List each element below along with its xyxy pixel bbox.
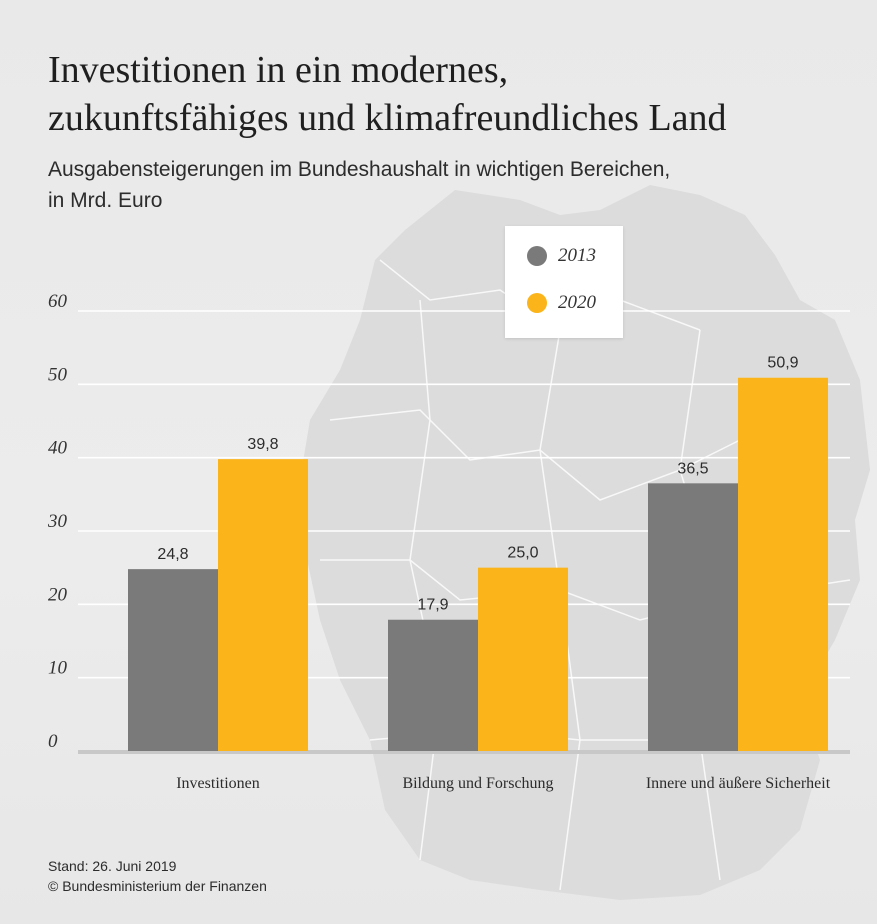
bar-2013-0 [128,569,218,751]
legend-label-2020: 2020 [558,292,596,313]
bars [128,377,828,751]
legend-marker-2013 [527,246,547,266]
y-tick-label-60: 60 [48,291,68,312]
chart-title-line1: Investitionen in ein modernes, [48,49,509,91]
bar-2020-1 [478,567,568,751]
x-category-label-1: Bildung und Forschung [402,775,553,792]
y-tick-label-0: 0 [48,731,58,752]
bar-2020-2 [738,377,828,751]
x-category-label-2: Innere und äußere Sicherheit [646,775,831,792]
bar-2020-0 [218,459,308,751]
x-category-label-0: Investitionen [176,775,260,792]
y-axis: 0 10 20 30 40 50 60 [47,291,68,752]
legend-item-2013: 2013 [527,245,596,267]
x-axis: Investitionen Bildung und Forschung Innere… [176,775,831,792]
legend-item-2020: 2020 [527,292,596,314]
legend: 2013 2020 [505,226,623,338]
y-tick-label-20: 20 [48,584,68,605]
chart-title: Investitionen in ein modernes, zukunftsf… [48,46,868,142]
data-label-2013-0: 24,8 [157,546,188,563]
footer: Stand: 26. Juni 2019 © Bundesministerium… [48,856,267,896]
data-label-2020-0: 39,8 [247,436,278,453]
y-tick-label-50: 50 [48,364,68,385]
chart-subtitle: Ausgabensteigerungen im Bundeshaushalt i… [48,154,848,216]
data-label-2013-1: 17,9 [417,597,448,614]
chart-subtitle-line2: in Mrd. Euro [48,189,163,212]
data-label-2013-2: 36,5 [677,460,708,477]
data-labels: 24,8 39,8 17,9 25,0 36,5 50,9 [157,355,798,614]
legend-marker-2020 [527,293,547,313]
y-tick-label-40: 40 [48,438,68,459]
footer-copyright: © Bundesministerium der Finanzen [48,878,267,894]
data-label-2020-2: 50,9 [767,355,798,372]
legend-label-2013: 2013 [558,245,596,266]
y-tick-label-10: 10 [48,658,68,679]
chart-title-line2: zukunftsfähiges und klimafreundliches La… [48,97,727,139]
y-tick-label-30: 30 [47,511,68,532]
data-label-2020-1: 25,0 [507,545,538,562]
bar-2013-2 [648,483,738,751]
chart-subtitle-line1: Ausgabensteigerungen im Bundeshaushalt i… [48,158,671,181]
footer-stand: Stand: 26. Juni 2019 [48,858,177,874]
bar-2013-1 [388,619,478,751]
